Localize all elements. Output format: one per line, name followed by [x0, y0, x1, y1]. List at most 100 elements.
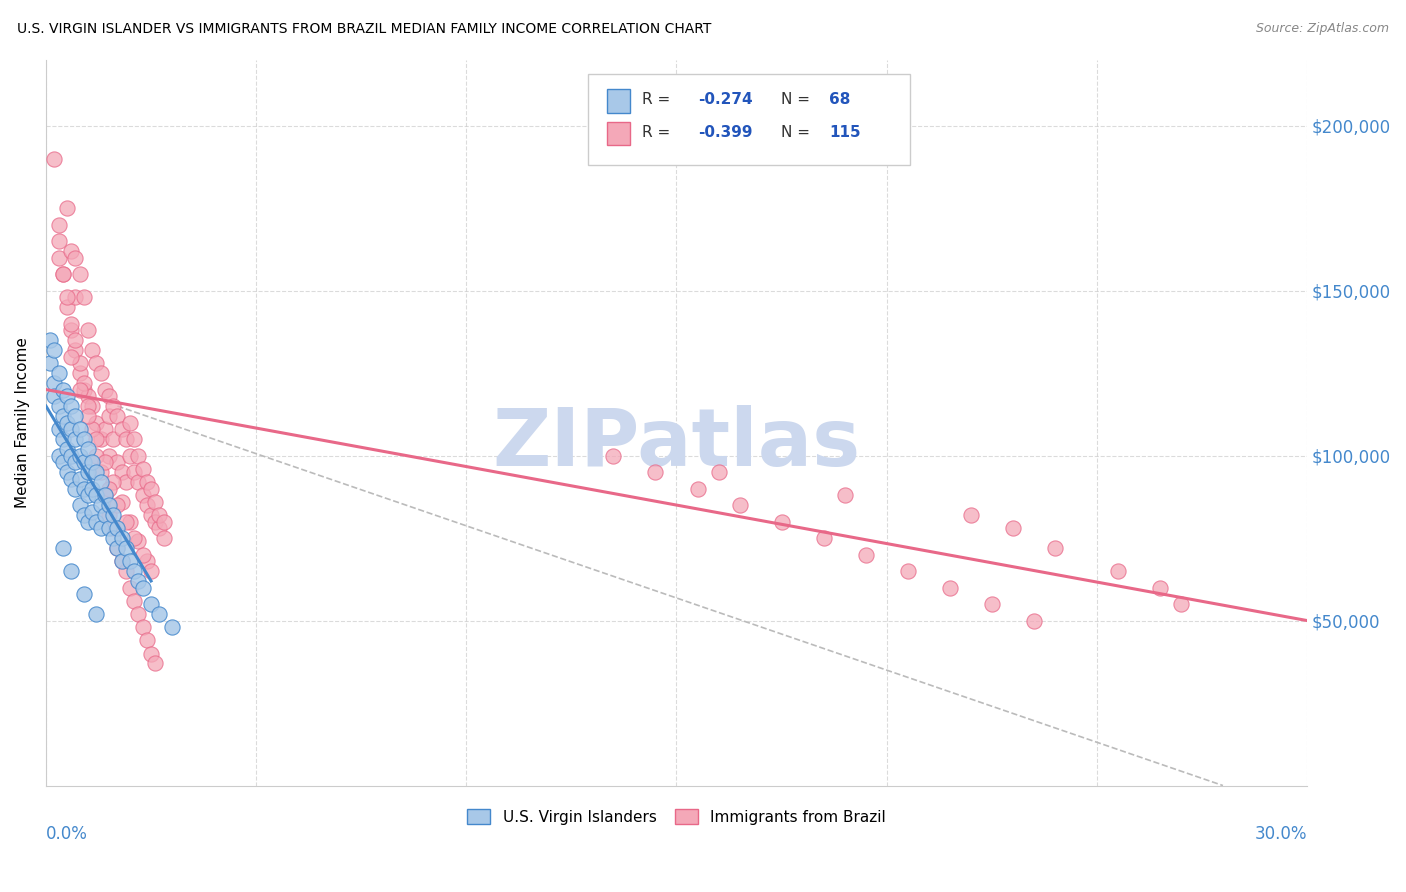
Text: 68: 68 — [830, 92, 851, 107]
Text: N =: N = — [782, 92, 815, 107]
Point — [98, 409, 121, 423]
Point — [77, 465, 100, 479]
Point — [131, 581, 153, 595]
Point — [39, 333, 62, 347]
Point — [56, 300, 79, 314]
Point — [111, 495, 134, 509]
Point — [122, 564, 145, 578]
FancyBboxPatch shape — [607, 121, 630, 145]
Point — [56, 389, 79, 403]
Point — [65, 432, 87, 446]
Point — [60, 472, 83, 486]
Point — [56, 290, 79, 304]
Point — [73, 587, 96, 601]
Point — [73, 508, 96, 522]
Point — [65, 290, 87, 304]
Point — [139, 647, 162, 661]
Point — [69, 422, 91, 436]
Text: 30.0%: 30.0% — [1254, 825, 1308, 844]
Point — [118, 515, 141, 529]
Point — [60, 244, 83, 258]
Point — [60, 564, 83, 578]
Point — [82, 505, 104, 519]
Point — [107, 541, 129, 555]
Point — [834, 488, 856, 502]
Point — [111, 554, 134, 568]
Point — [98, 389, 121, 403]
Point — [602, 449, 624, 463]
Point — [122, 593, 145, 607]
Point — [959, 508, 981, 522]
Point — [127, 449, 149, 463]
Point — [69, 383, 91, 397]
Point — [77, 442, 100, 456]
Point — [69, 472, 91, 486]
Point — [139, 508, 162, 522]
Point — [52, 267, 75, 281]
Point — [148, 521, 170, 535]
Point — [94, 488, 117, 502]
Point — [728, 498, 751, 512]
Point — [77, 409, 100, 423]
Point — [73, 290, 96, 304]
Point — [855, 548, 877, 562]
Point — [1022, 614, 1045, 628]
Point — [107, 455, 129, 469]
Point — [135, 633, 157, 648]
Point — [65, 251, 87, 265]
Text: 115: 115 — [830, 125, 860, 140]
Point — [52, 409, 75, 423]
Point — [65, 343, 87, 357]
Point — [152, 515, 174, 529]
Point — [52, 383, 75, 397]
Text: R =: R = — [643, 125, 675, 140]
Point — [107, 498, 129, 512]
Point — [69, 267, 91, 281]
Point — [107, 541, 129, 555]
Point — [56, 416, 79, 430]
Point — [98, 498, 121, 512]
Point — [86, 515, 108, 529]
Point — [94, 422, 117, 436]
Point — [82, 343, 104, 357]
Point — [1149, 581, 1171, 595]
Point — [115, 432, 138, 446]
Point — [103, 399, 125, 413]
Point — [82, 455, 104, 469]
Point — [127, 475, 149, 489]
Point — [65, 482, 87, 496]
Point — [73, 383, 96, 397]
Point — [82, 482, 104, 496]
Point — [86, 488, 108, 502]
Point — [115, 564, 138, 578]
Point — [90, 521, 112, 535]
Point — [77, 389, 100, 403]
Point — [52, 267, 75, 281]
Point — [90, 475, 112, 489]
Point — [122, 465, 145, 479]
Point — [94, 383, 117, 397]
Point — [152, 531, 174, 545]
Point — [103, 508, 125, 522]
Point — [73, 482, 96, 496]
Point — [52, 455, 75, 469]
Point — [94, 488, 117, 502]
Point — [90, 465, 112, 479]
Point — [686, 482, 709, 496]
Point — [90, 432, 112, 446]
Point — [69, 356, 91, 370]
Point — [127, 574, 149, 588]
Point — [127, 607, 149, 621]
Point — [118, 416, 141, 430]
Point — [48, 366, 70, 380]
Point — [44, 343, 66, 357]
Point — [938, 581, 960, 595]
Point — [122, 531, 145, 545]
Point — [69, 366, 91, 380]
Point — [60, 449, 83, 463]
FancyBboxPatch shape — [607, 89, 630, 112]
Text: -0.399: -0.399 — [697, 125, 752, 140]
Point — [65, 409, 87, 423]
Point — [98, 482, 121, 496]
Point — [56, 201, 79, 215]
